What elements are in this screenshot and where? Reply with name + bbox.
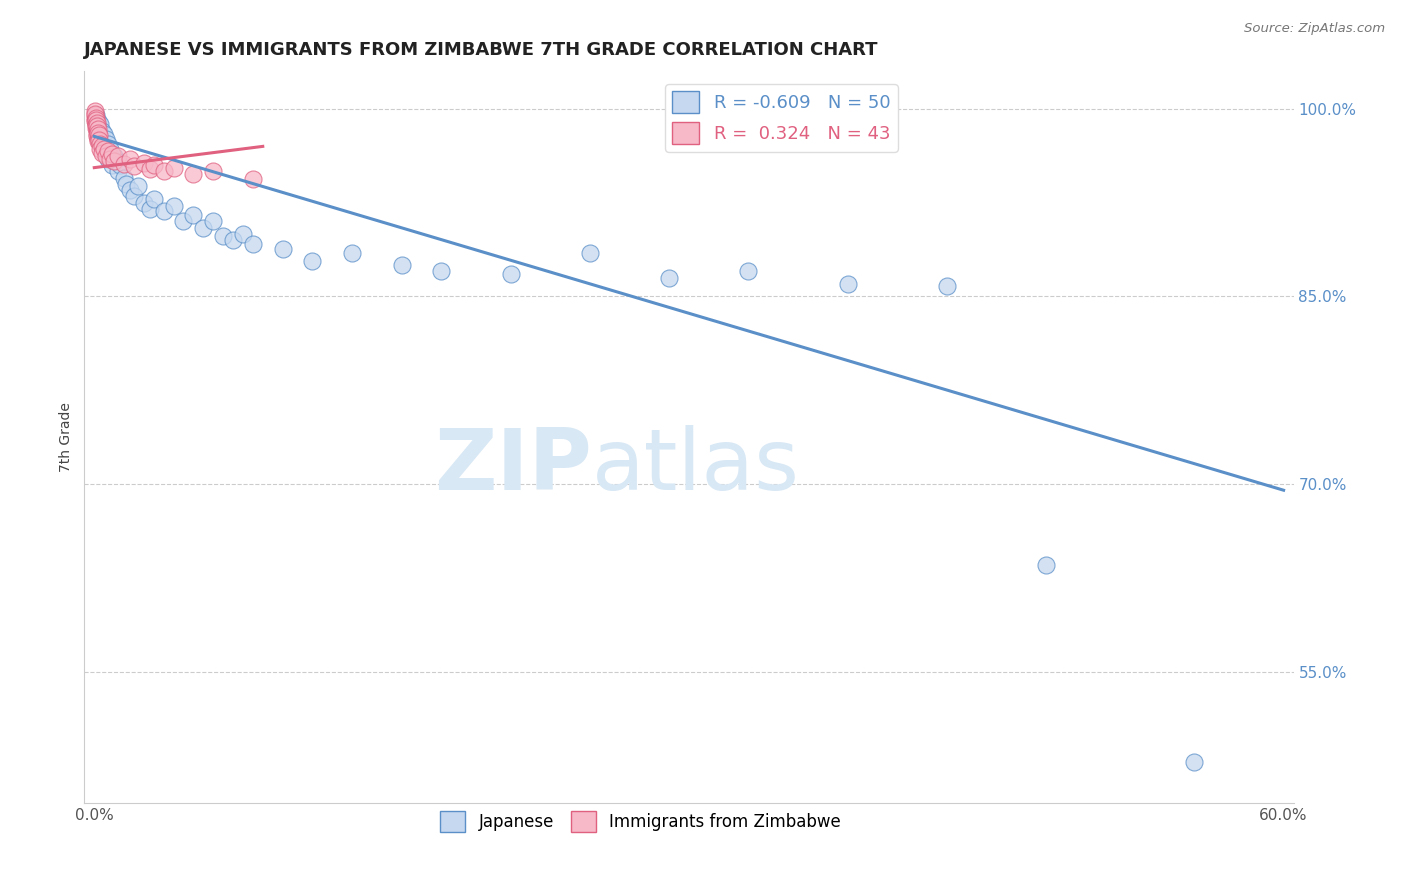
Point [83, 108, 105, 122]
Point [97, 136, 120, 151]
Point [152, 204, 174, 219]
Point [391, 258, 413, 272]
Point [86, 127, 108, 141]
Point [122, 160, 145, 174]
Point [84, 118, 107, 132]
Point [162, 161, 184, 175]
Point [83, 112, 105, 126]
Point [118, 152, 141, 166]
Point [91, 139, 114, 153]
Point [93, 127, 115, 141]
Text: Source: ZipAtlas.com: Source: ZipAtlas.com [1244, 22, 1385, 36]
Point [89, 129, 111, 144]
Point [118, 183, 141, 197]
Point [658, 270, 681, 285]
Point [98, 152, 121, 166]
Point [89, 133, 111, 147]
Point [115, 177, 138, 191]
Point [499, 267, 522, 281]
Point [84, 113, 107, 128]
Point [86, 121, 108, 136]
Point [139, 161, 162, 176]
Point [132, 195, 155, 210]
Point [132, 155, 155, 169]
Point [112, 157, 135, 171]
Point [301, 254, 323, 268]
Point [837, 277, 859, 291]
Point [142, 158, 165, 172]
Point [162, 199, 184, 213]
Point [222, 233, 245, 247]
Point [105, 154, 128, 169]
Legend: Japanese, Immigrants from Zimbabwe: Japanese, Immigrants from Zimbabwe [433, 805, 848, 838]
Point [127, 179, 149, 194]
Point [87, 126, 110, 140]
Point [91, 124, 114, 138]
Point [579, 245, 602, 260]
Point [232, 227, 254, 241]
Point [107, 149, 129, 163]
Point [101, 158, 124, 172]
Point [86, 123, 108, 137]
Point [87, 120, 110, 135]
Point [84, 117, 107, 131]
Point [1035, 558, 1057, 573]
Point [202, 214, 225, 228]
Point [91, 145, 114, 160]
Point [84, 111, 107, 125]
Point [89, 117, 111, 131]
Text: atlas: atlas [592, 425, 800, 508]
Point [430, 264, 453, 278]
Point [97, 152, 120, 166]
Point [86, 120, 108, 134]
Point [340, 245, 363, 260]
Point [193, 220, 215, 235]
Y-axis label: 7th Grade: 7th Grade [59, 402, 73, 472]
Point [107, 164, 129, 178]
Point [183, 208, 205, 222]
Point [87, 114, 110, 128]
Text: JAPANESE VS IMMIGRANTS FROM ZIMBABWE 7TH GRADE CORRELATION CHART: JAPANESE VS IMMIGRANTS FROM ZIMBABWE 7TH… [84, 41, 879, 59]
Point [108, 158, 131, 172]
Point [87, 132, 110, 146]
Point [142, 192, 165, 206]
Point [103, 149, 125, 163]
Point [93, 139, 115, 153]
Point [271, 242, 294, 256]
Point [139, 202, 162, 216]
Point [152, 164, 174, 178]
Point [91, 133, 114, 147]
Point [89, 136, 111, 151]
Point [112, 170, 135, 185]
Point [87, 134, 110, 148]
Point [96, 149, 118, 163]
Point [935, 279, 957, 293]
Text: ZIP: ZIP [434, 425, 592, 508]
Point [103, 154, 125, 169]
Point [737, 264, 759, 278]
Point [93, 142, 115, 156]
Point [212, 229, 235, 244]
Point [242, 172, 264, 186]
Point [84, 107, 107, 121]
Point [98, 142, 121, 156]
Point [202, 164, 225, 178]
Point [1184, 755, 1206, 769]
Point [183, 167, 205, 181]
Point [96, 145, 118, 160]
Point [89, 142, 111, 156]
Point [84, 114, 107, 128]
Point [101, 147, 124, 161]
Point [86, 115, 108, 129]
Point [242, 236, 264, 251]
Point [96, 132, 118, 146]
Point [87, 128, 110, 142]
Point [86, 129, 108, 144]
Point [84, 108, 107, 122]
Point [97, 145, 120, 159]
Point [84, 120, 107, 135]
Point [172, 214, 194, 228]
Point [122, 189, 145, 203]
Point [84, 104, 107, 119]
